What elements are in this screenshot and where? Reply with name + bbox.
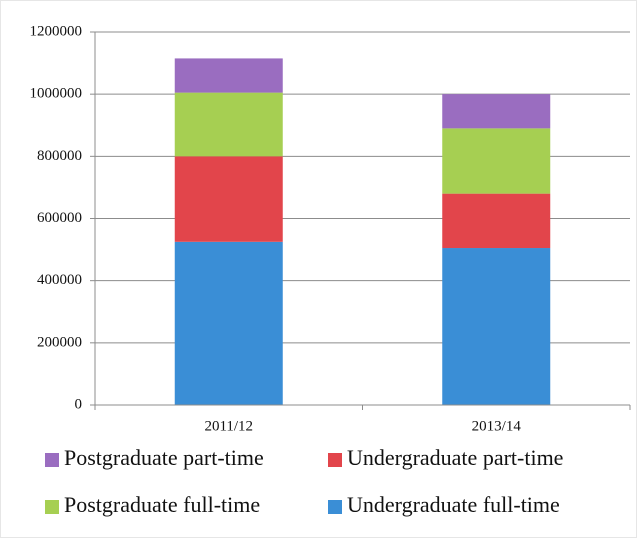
y-tick-label: 400000	[37, 272, 82, 288]
x-tick-label: 2013/14	[472, 418, 522, 434]
legend-label: Postgraduate full-time	[64, 492, 260, 517]
y-tick-label: 0	[75, 396, 83, 412]
legend-label: Postgraduate part-time	[64, 445, 264, 470]
bar-segment	[174, 58, 283, 93]
bar-segment	[442, 94, 551, 129]
bar-segment	[174, 241, 283, 405]
y-tick-label: 800000	[37, 148, 82, 164]
bar-segment	[174, 156, 283, 242]
y-tick-label: 600000	[37, 210, 82, 226]
bar-segment	[174, 92, 283, 157]
y-tick-label: 1000000	[30, 86, 83, 102]
y-tick-label: 1200000	[30, 23, 83, 39]
bar-segment	[442, 193, 551, 249]
legend-swatch	[328, 500, 342, 514]
legend-label: Undergraduate part-time	[347, 445, 563, 470]
legend-label: Undergraduate full-time	[347, 492, 560, 517]
x-tick-label: 2011/12	[204, 418, 253, 434]
bar-segment	[442, 248, 551, 405]
bar-segment	[442, 128, 551, 194]
legend-swatch	[45, 453, 59, 467]
legend-swatch	[45, 500, 59, 514]
legend-swatch	[328, 453, 342, 467]
y-tick-label: 200000	[37, 334, 82, 350]
